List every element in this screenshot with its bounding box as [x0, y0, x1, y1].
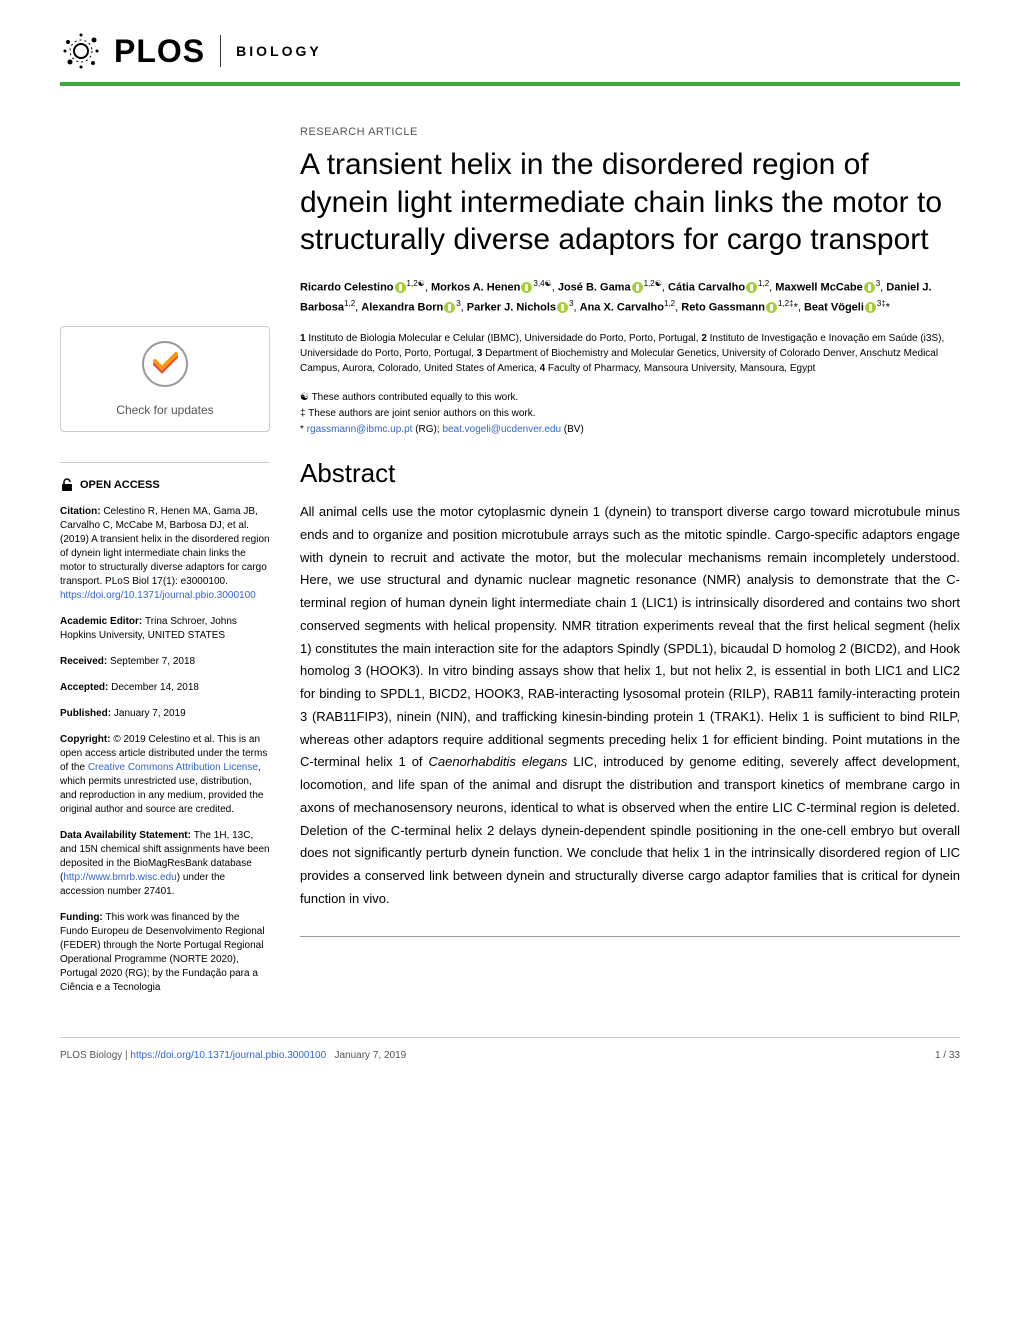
published-label: Published: — [60, 708, 114, 719]
footer-left: PLOS Biology | https://doi.org/10.1371/j… — [60, 1050, 406, 1061]
published-text: January 7, 2019 — [114, 708, 186, 719]
crossmark-icon — [140, 339, 190, 389]
received-label: Received: — [60, 656, 110, 667]
check-updates-label: Check for updates — [73, 402, 257, 419]
cc-license-link[interactable]: Creative Commons Attribution License — [88, 762, 258, 773]
received-text: September 7, 2018 — [110, 656, 195, 667]
citation-label: Citation: — [60, 506, 103, 517]
open-lock-icon — [60, 478, 74, 492]
orcid-icon[interactable] — [557, 302, 568, 313]
open-access-badge: OPEN ACCESS — [60, 478, 270, 493]
orcid-icon[interactable] — [632, 282, 643, 293]
funding-text: This work was financed by the Fundo Euro… — [60, 912, 265, 993]
open-access-text: OPEN ACCESS — [80, 478, 160, 493]
corr-email-1[interactable]: rgassmann@ibmc.up.pt — [307, 424, 413, 435]
editor-label: Academic Editor: — [60, 616, 145, 627]
article-title: A transient helix in the disordered regi… — [300, 146, 960, 259]
citation-block: Citation: Celestino R, Henen MA, Gama JB… — [60, 505, 270, 603]
abstract-heading: Abstract — [300, 458, 960, 489]
footer-date: January 7, 2019 — [334, 1050, 406, 1061]
published-block: Published: January 7, 2019 — [60, 707, 270, 721]
sidebar-divider — [60, 462, 270, 463]
funding-label: Funding: — [60, 912, 106, 923]
senior-authors-note: ‡ These authors are joint senior authors… — [300, 406, 960, 422]
footer-doi-link[interactable]: https://doi.org/10.1371/journal.pbio.300… — [130, 1050, 326, 1061]
accepted-block: Accepted: December 14, 2018 — [60, 681, 270, 695]
funding-block: Funding: This work was financed by the F… — [60, 911, 270, 995]
data-label: Data Availability Statement: — [60, 830, 194, 841]
accepted-label: Accepted: — [60, 682, 111, 693]
bmrb-link[interactable]: http://www.bmrb.wisc.edu — [63, 872, 176, 883]
article-type: RESEARCH ARTICLE — [300, 126, 960, 138]
copyright-label: Copyright: — [60, 734, 113, 745]
sidebar: Check for updates OPEN ACCESS Citation: … — [60, 126, 270, 1007]
author-notes: ☯ These authors contributed equally to t… — [300, 390, 960, 438]
orcid-icon[interactable] — [766, 302, 777, 313]
footer-pages: 1 / 33 — [935, 1050, 960, 1061]
corr-email-2[interactable]: beat.vogeli@ucdenver.edu — [442, 424, 561, 435]
citation-text: Celestino R, Henen MA, Gama JB, Carvalho… — [60, 506, 270, 587]
received-block: Received: September 7, 2018 — [60, 655, 270, 669]
abstract-body: All animal cells use the motor cytoplasm… — [300, 501, 960, 911]
plos-logo: PLOS — [60, 30, 205, 72]
author-list: Ricardo Celestino1,2☯, Morkos A. Henen3,… — [300, 277, 960, 318]
journal-header: PLOS BIOLOGY — [0, 0, 1020, 82]
orcid-icon[interactable] — [395, 282, 406, 293]
page-footer: PLOS Biology | https://doi.org/10.1371/j… — [60, 1037, 960, 1073]
editor-block: Academic Editor: Trina Schroer, Johns Ho… — [60, 615, 270, 643]
orcid-icon[interactable] — [865, 302, 876, 313]
orcid-icon[interactable] — [864, 282, 875, 293]
equal-contrib-note: ☯ These authors contributed equally to t… — [300, 390, 960, 406]
data-availability-block: Data Availability Statement: The 1H, 13C… — [60, 829, 270, 899]
citation-doi-link[interactable]: https://doi.org/10.1371/journal.pbio.300… — [60, 590, 256, 601]
abstract-divider — [300, 936, 960, 937]
orcid-icon[interactable] — [444, 302, 455, 313]
affiliations: 1 Instituto de Biologia Molecular e Celu… — [300, 331, 960, 376]
main-content: RESEARCH ARTICLE A transient helix in th… — [300, 126, 960, 1007]
accepted-text: December 14, 2018 — [111, 682, 199, 693]
plos-icon — [60, 30, 102, 72]
copyright-block: Copyright: © 2019 Celestino et al. This … — [60, 733, 270, 817]
plos-text: PLOS — [114, 33, 205, 70]
header-divider — [220, 35, 221, 67]
journal-name: BIOLOGY — [236, 43, 322, 59]
correspondence-note: * rgassmann@ibmc.up.pt (RG); beat.vogeli… — [300, 422, 960, 438]
orcid-icon[interactable] — [521, 282, 532, 293]
check-updates-badge[interactable]: Check for updates — [60, 326, 270, 432]
orcid-icon[interactable] — [746, 282, 757, 293]
